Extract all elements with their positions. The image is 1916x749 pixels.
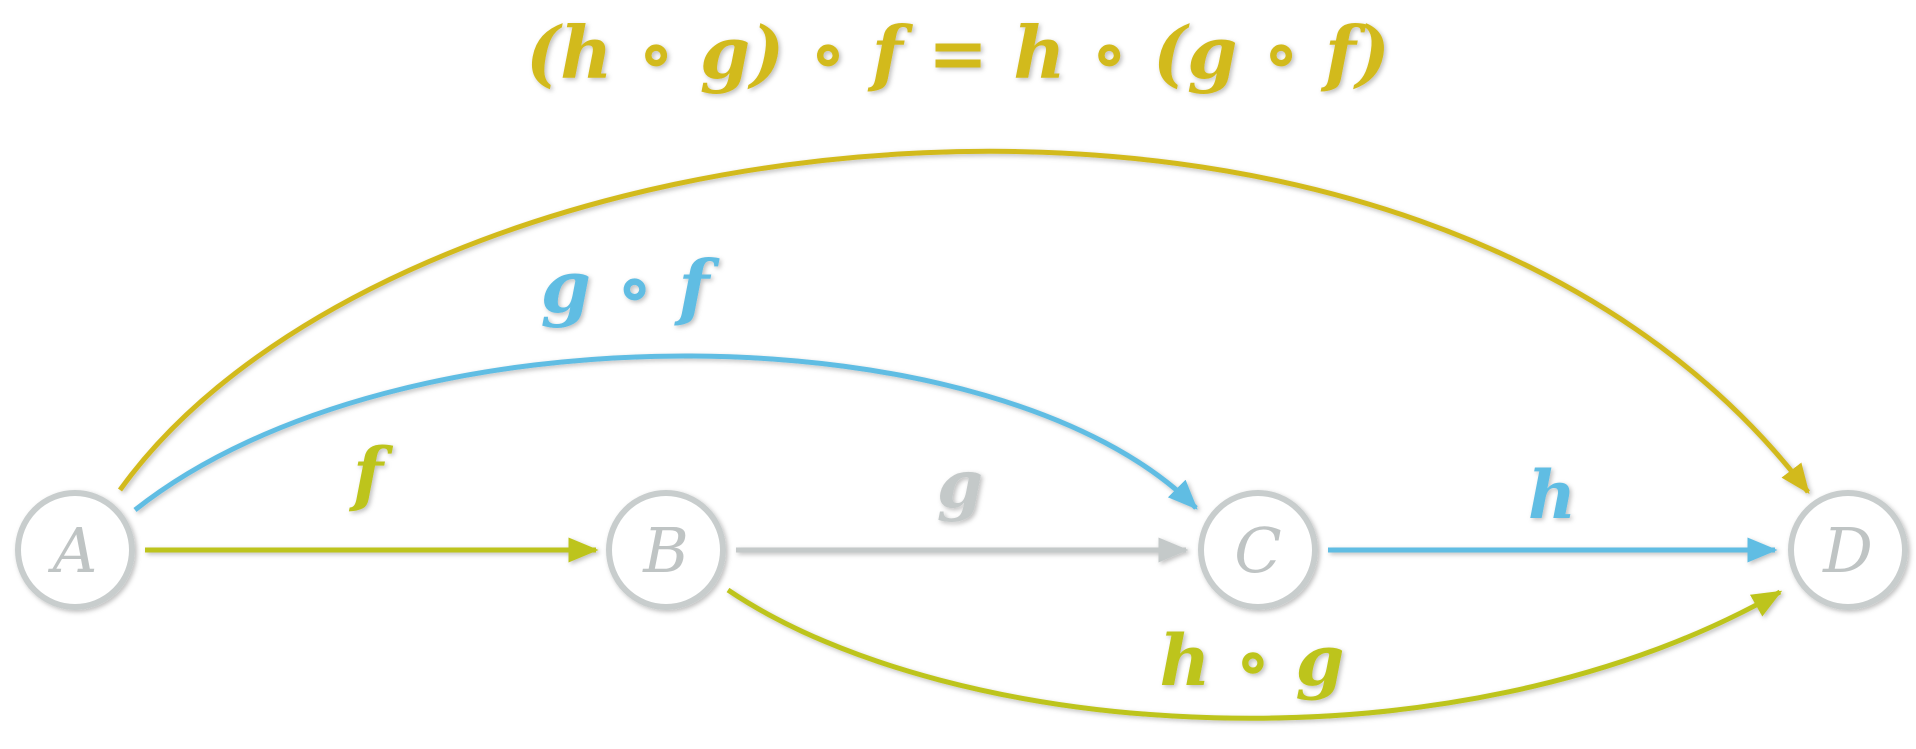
node-a-label: A [48,514,98,587]
node-b-label: B [642,514,689,587]
label-h-after-g: h ∘ g [1160,619,1345,702]
label-g: g [937,445,983,523]
label-g-after-f: g ∘ f [541,244,721,329]
title-formula: (h ∘ g) ∘ f = h ∘ (g ∘ f) [526,10,1390,95]
node-d-label: D [1822,514,1873,587]
label-h: h [1528,456,1576,534]
edge-a-to-d [117,148,1810,494]
node-c: C [1198,490,1318,610]
node-c-label: C [1234,514,1281,587]
node-d: D [1788,490,1908,610]
edge-a-to-c [133,353,1198,512]
edges [117,148,1810,721]
label-f: f [348,432,394,515]
node-a: A [15,490,135,610]
edge-labels: g ∘ f f g h h ∘ g [348,244,1576,702]
nodes: A B C D [15,490,1908,610]
node-b: B [606,490,726,610]
edge-b-to-d [726,587,1783,721]
